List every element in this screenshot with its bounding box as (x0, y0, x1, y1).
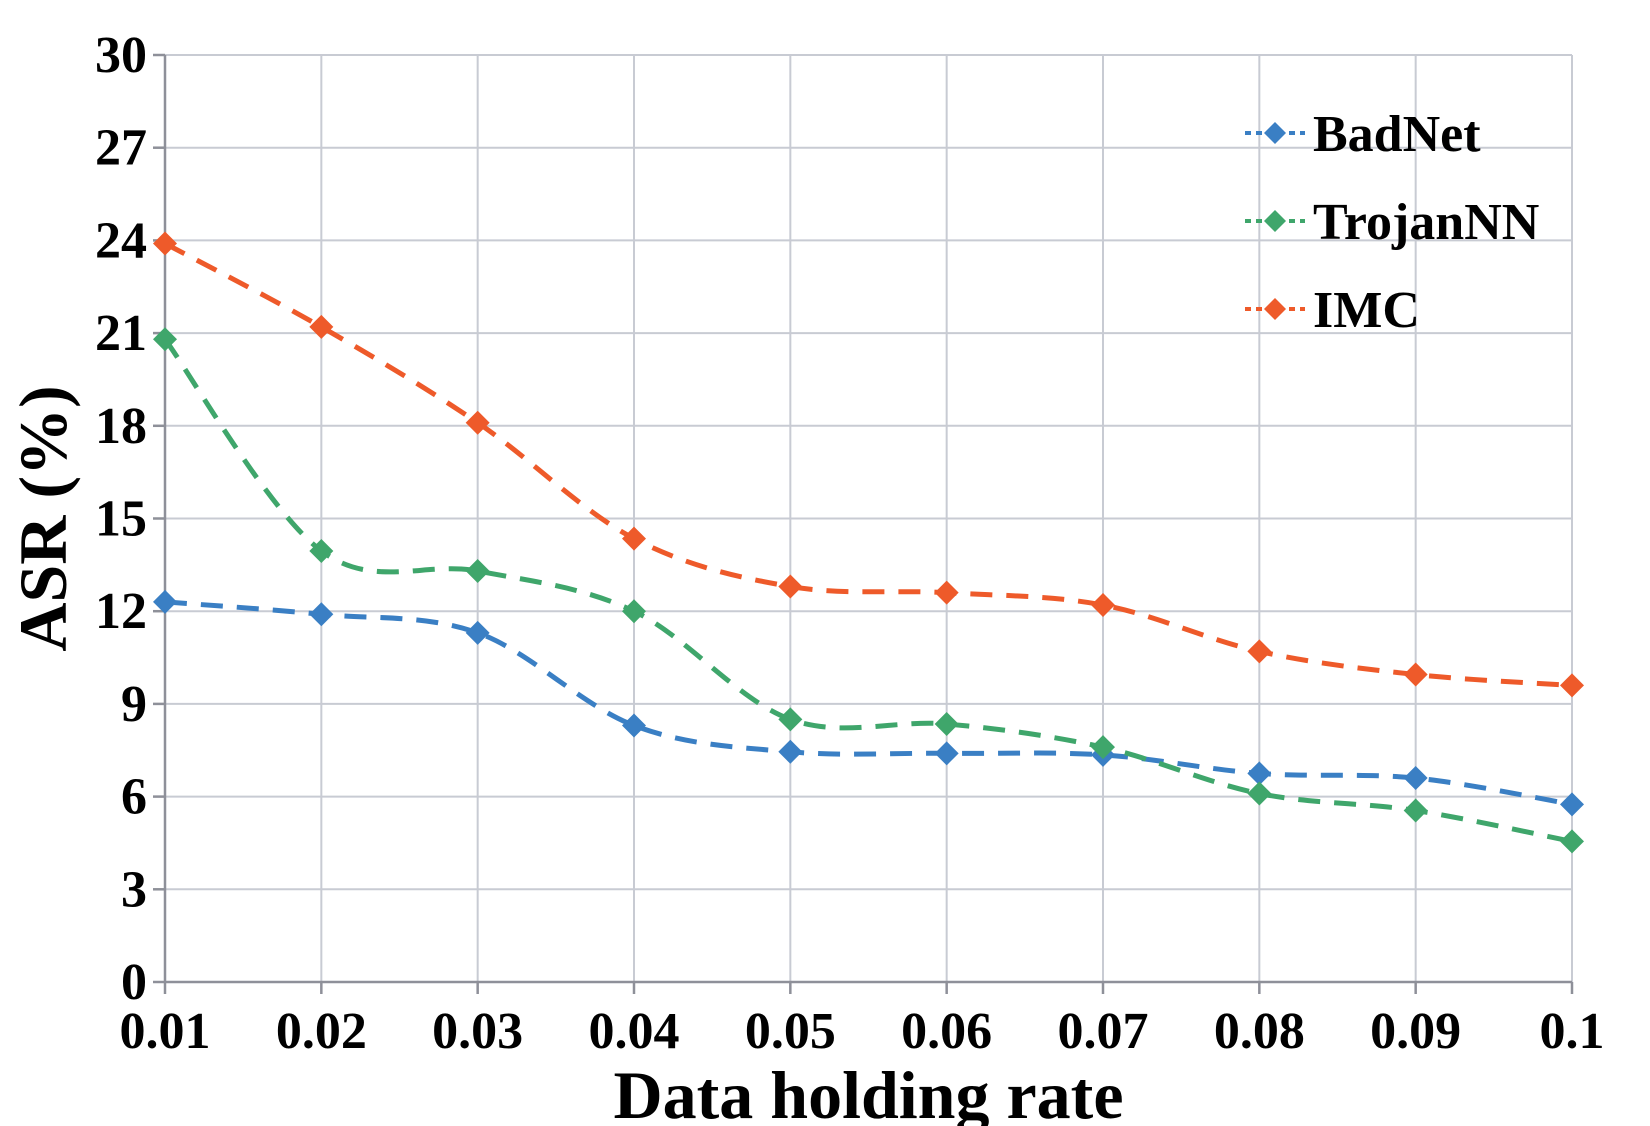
series-line-trojannn (162, 337, 1573, 844)
data-point-badnet (309, 602, 334, 627)
data-point-trojannn (1247, 781, 1272, 806)
legend-item-trojannn: TrojanNN (1245, 194, 1539, 251)
data-point-imc (622, 526, 646, 551)
data-point-imc (1247, 639, 1272, 664)
data-point-trojannn (153, 327, 177, 352)
data-point-trojannn (1403, 798, 1428, 823)
y-tick-label: 12 (95, 583, 147, 640)
data-point-badnet (1403, 766, 1428, 791)
series-line-imc (163, 241, 1573, 688)
y-tick-label: 15 (95, 491, 147, 548)
data-point-badnet (153, 589, 177, 614)
legend-item-badnet: BadNet (1245, 106, 1481, 163)
data-point-imc (309, 314, 334, 339)
data-point-imc (153, 231, 177, 256)
y-tick-label: 0 (121, 954, 147, 1011)
x-tick-label: 0.04 (589, 1003, 680, 1060)
x-tick-label: 0.09 (1370, 1003, 1461, 1060)
x-tick-label: 0.05 (745, 1003, 836, 1060)
legend-swatch-marker (1264, 210, 1286, 232)
y-tick-label: 24 (95, 212, 147, 269)
x-tick-label: 0.08 (1214, 1003, 1305, 1060)
y-tick-label: 3 (121, 861, 147, 918)
series-trojannn (153, 327, 1584, 854)
legend-swatch-marker (1264, 122, 1286, 144)
data-point-trojannn (1560, 829, 1584, 854)
data-point-imc (934, 580, 959, 605)
data-point-badnet (622, 713, 646, 738)
legend-label: TrojanNN (1313, 194, 1539, 251)
data-point-badnet (465, 620, 490, 645)
legend: BadNet TrojanNN IMC (1245, 106, 1539, 339)
x-tick-label: 0.01 (120, 1003, 211, 1060)
y-tick-label: 6 (121, 769, 147, 826)
data-point-trojannn (622, 599, 646, 624)
y-axis-title: ASR (%) (5, 385, 81, 651)
series-imc (153, 231, 1584, 698)
y-tick-label: 9 (121, 676, 147, 733)
data-point-badnet (1560, 792, 1584, 817)
grid (165, 54, 1573, 982)
data-point-badnet (1247, 761, 1272, 786)
legend-item-imc: IMC (1245, 282, 1420, 339)
legend-swatch-marker (1264, 298, 1286, 320)
data-point-trojannn (309, 538, 334, 563)
series-badnet (153, 589, 1584, 817)
x-tick-label: 0.07 (1058, 1003, 1149, 1060)
tick-labels: 0 3 6 9 12 15 18 21 24 27 30 0.01 0.02 0.03 0.04 0.05 0.… (95, 27, 1605, 1060)
x-tick-label: 0.1 (1540, 1003, 1605, 1060)
x-tick-label: 0.06 (901, 1003, 992, 1060)
data-point-imc (778, 574, 803, 599)
data-point-trojannn (934, 711, 959, 736)
series-line-badnet (164, 599, 1573, 807)
legend-label: IMC (1313, 282, 1420, 339)
x-axis-title: Data holding rate (614, 1057, 1124, 1126)
y-tick-label: 18 (95, 398, 147, 455)
y-tick-label: 27 (95, 120, 147, 177)
data-point-badnet (934, 741, 959, 766)
data-point-imc (1403, 662, 1428, 687)
data-point-trojannn (1091, 735, 1115, 760)
data-point-trojannn (465, 559, 490, 584)
x-tick-label: 0.03 (432, 1003, 523, 1060)
legend-label: BadNet (1313, 106, 1481, 163)
data-point-imc (1560, 673, 1584, 698)
y-tick-label: 21 (95, 305, 147, 362)
data-point-imc (1091, 593, 1115, 618)
data-point-imc (465, 410, 490, 435)
data-point-trojannn (778, 707, 803, 732)
axes (153, 53, 1574, 994)
series-lines (153, 231, 1584, 854)
x-tick-label: 0.02 (276, 1003, 367, 1060)
data-point-badnet (778, 739, 803, 764)
y-tick-label: 30 (95, 27, 147, 84)
